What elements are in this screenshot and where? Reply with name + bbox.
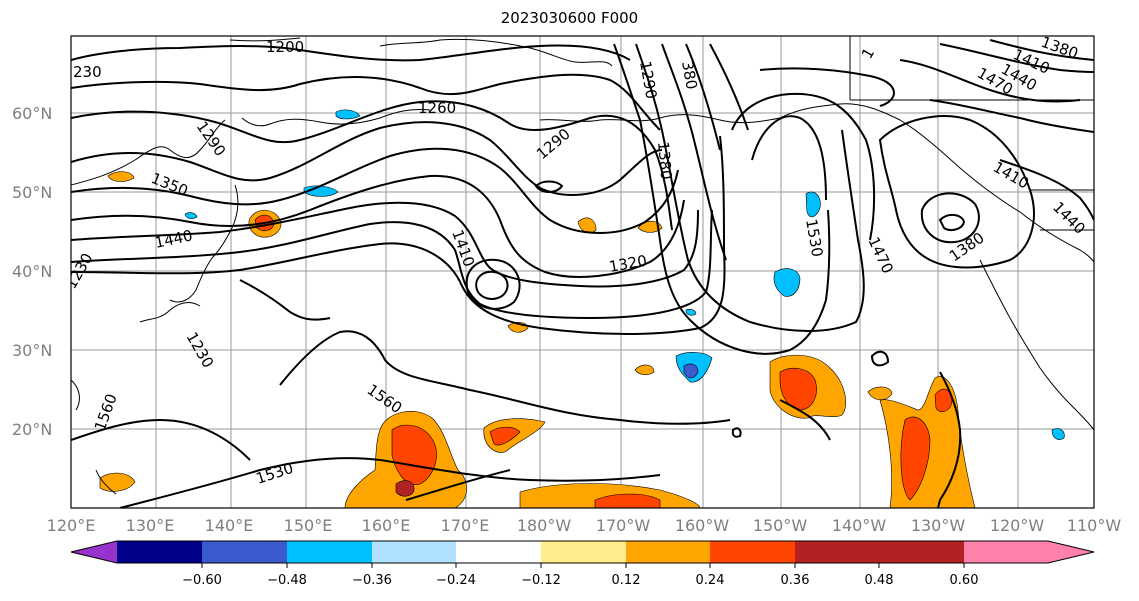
colorbar-extend-low bbox=[71, 541, 117, 563]
lon-label: 140°W bbox=[832, 516, 887, 535]
lon-label: 140°E bbox=[205, 516, 254, 535]
colorbar-tick: 0.60 bbox=[950, 573, 979, 588]
contour-label: 1200 bbox=[266, 38, 304, 56]
lat-label: 60°N bbox=[12, 104, 52, 123]
lon-label: 170°E bbox=[441, 516, 490, 535]
lon-label: 170°W bbox=[596, 516, 651, 535]
latitude-labels: 60°N 50°N 40°N 30°N 20°N bbox=[12, 104, 52, 439]
colorbar-segment bbox=[287, 541, 372, 563]
coastlines bbox=[71, 36, 1094, 495]
colorbar-segment bbox=[541, 541, 626, 563]
contour-label: 230 bbox=[73, 63, 102, 81]
colorbar-tick: 0.36 bbox=[781, 573, 810, 588]
lon-label: 160°E bbox=[362, 516, 411, 535]
shading-areas bbox=[99, 109, 1065, 508]
contour-label: 1380 bbox=[654, 141, 675, 181]
lat-label: 50°N bbox=[12, 183, 52, 202]
colorbar-segment bbox=[795, 541, 879, 563]
colorbar-tick: 0.24 bbox=[696, 573, 725, 588]
lat-label: 30°N bbox=[12, 341, 52, 360]
contour-label: 1260 bbox=[418, 99, 456, 117]
colorbar-segment bbox=[372, 541, 456, 563]
lon-label: 120°W bbox=[990, 516, 1045, 535]
colorbar-segment bbox=[626, 541, 710, 563]
colorbar-segment bbox=[117, 541, 202, 563]
colorbar-tick: −0.36 bbox=[352, 573, 392, 588]
height-contours bbox=[71, 39, 1094, 508]
lon-label: 110°W bbox=[1067, 516, 1122, 535]
colorbar-tick: −0.60 bbox=[182, 573, 222, 588]
colorbar-tick: 0.48 bbox=[865, 573, 894, 588]
lat-label: 40°N bbox=[12, 262, 52, 281]
lon-label: 160°W bbox=[675, 516, 730, 535]
colorbar-segment bbox=[964, 541, 1048, 563]
lon-label: 130°E bbox=[126, 516, 175, 535]
colorbar-segment bbox=[202, 541, 287, 563]
contour-label: 380 bbox=[678, 60, 701, 91]
colorbar-segment bbox=[710, 541, 795, 563]
colorbar-tick: 0.12 bbox=[612, 573, 641, 588]
colorbar-extend-high bbox=[1048, 541, 1094, 563]
colorbar-tick: −0.24 bbox=[436, 573, 476, 588]
lat-label: 20°N bbox=[12, 420, 52, 439]
lon-label: 150°E bbox=[284, 516, 333, 535]
map-frame bbox=[70, 35, 1095, 509]
chart-title: 2023030600 F000 bbox=[500, 9, 639, 27]
lon-label: 150°W bbox=[753, 516, 808, 535]
lon-label: 130°W bbox=[911, 516, 966, 535]
longitude-labels: 120°E 130°E 140°E 150°E 160°E 170°E 180°… bbox=[47, 516, 1122, 535]
colorbar-segment bbox=[456, 541, 541, 563]
lon-label: 120°E bbox=[47, 516, 96, 535]
lon-label: 180°W bbox=[517, 516, 572, 535]
colorbar-tick: −0.12 bbox=[521, 573, 561, 588]
colorbar: −0.60 −0.48 −0.36 −0.24 −0.12 0.12 0.24 … bbox=[70, 540, 1095, 588]
colorbar-segment bbox=[879, 541, 964, 563]
colorbar-tick: −0.48 bbox=[267, 573, 307, 588]
